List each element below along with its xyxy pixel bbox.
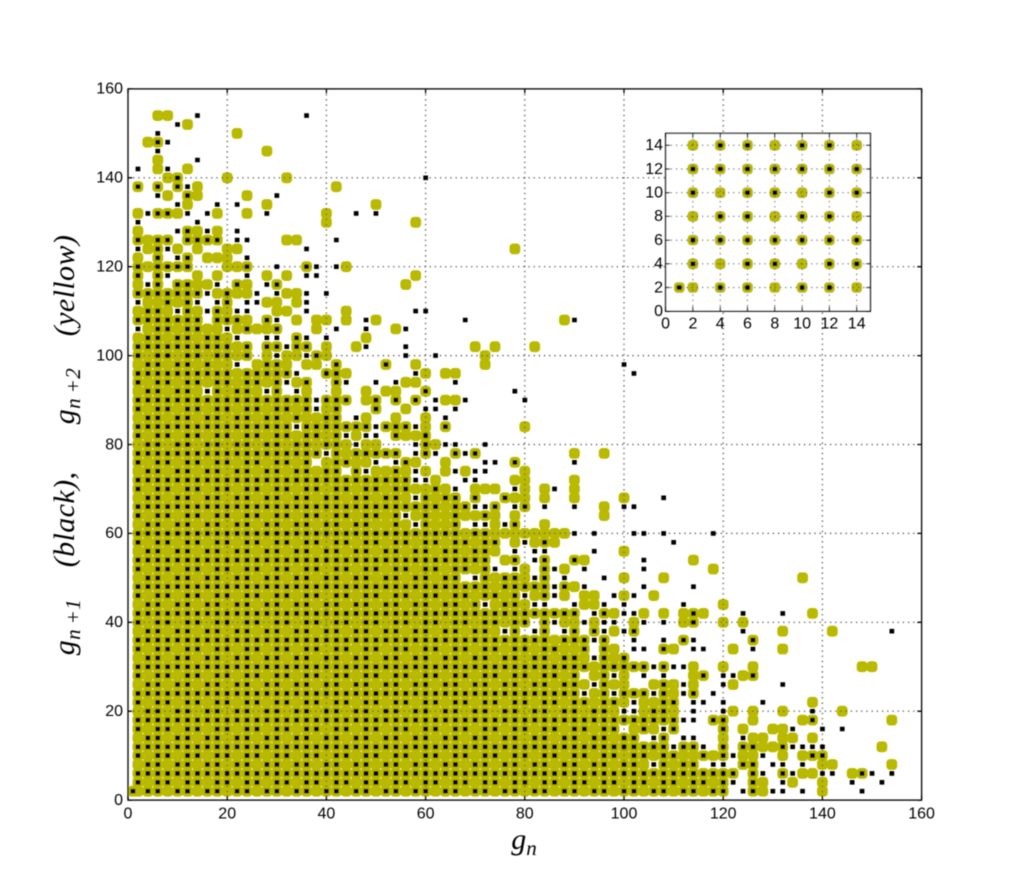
svg-text:0: 0 [114, 792, 123, 809]
svg-text:12: 12 [821, 315, 839, 332]
svg-text:4: 4 [654, 256, 663, 273]
svg-text:8: 8 [770, 315, 779, 332]
svg-text:14: 14 [645, 137, 663, 154]
svg-text:80: 80 [105, 436, 123, 453]
svg-text:20: 20 [218, 805, 236, 822]
svg-text:10: 10 [645, 185, 663, 202]
svg-text:20: 20 [105, 703, 123, 720]
svg-text:6: 6 [654, 232, 663, 249]
svg-text:2: 2 [688, 315, 697, 332]
svg-text:10: 10 [793, 315, 811, 332]
svg-text:80: 80 [516, 805, 534, 822]
svg-text:0: 0 [124, 805, 133, 822]
svg-text:120: 120 [710, 805, 737, 822]
svg-text:gn +1 (black), gn +2: gn +1 (black), gn +2 (yellow) [48, 235, 85, 656]
svg-text:160: 160 [908, 805, 935, 822]
svg-text:40: 40 [318, 805, 336, 822]
svg-text:160: 160 [96, 81, 123, 98]
svg-text:140: 140 [809, 805, 836, 822]
svg-text:60: 60 [105, 525, 123, 542]
svg-text:6: 6 [743, 315, 752, 332]
svg-text:12: 12 [645, 161, 663, 178]
svg-text:100: 100 [611, 805, 638, 822]
svg-text:14: 14 [848, 315, 866, 332]
svg-text:140: 140 [96, 170, 123, 187]
svg-text:40: 40 [105, 614, 123, 631]
svg-text:120: 120 [96, 259, 123, 276]
svg-text:4: 4 [716, 315, 725, 332]
svg-text:8: 8 [654, 208, 663, 225]
svg-text:2: 2 [654, 279, 663, 296]
svg-text:0: 0 [661, 315, 670, 332]
svg-text:60: 60 [417, 805, 435, 822]
svg-text:0: 0 [654, 303, 663, 320]
svg-text:100: 100 [96, 347, 123, 364]
